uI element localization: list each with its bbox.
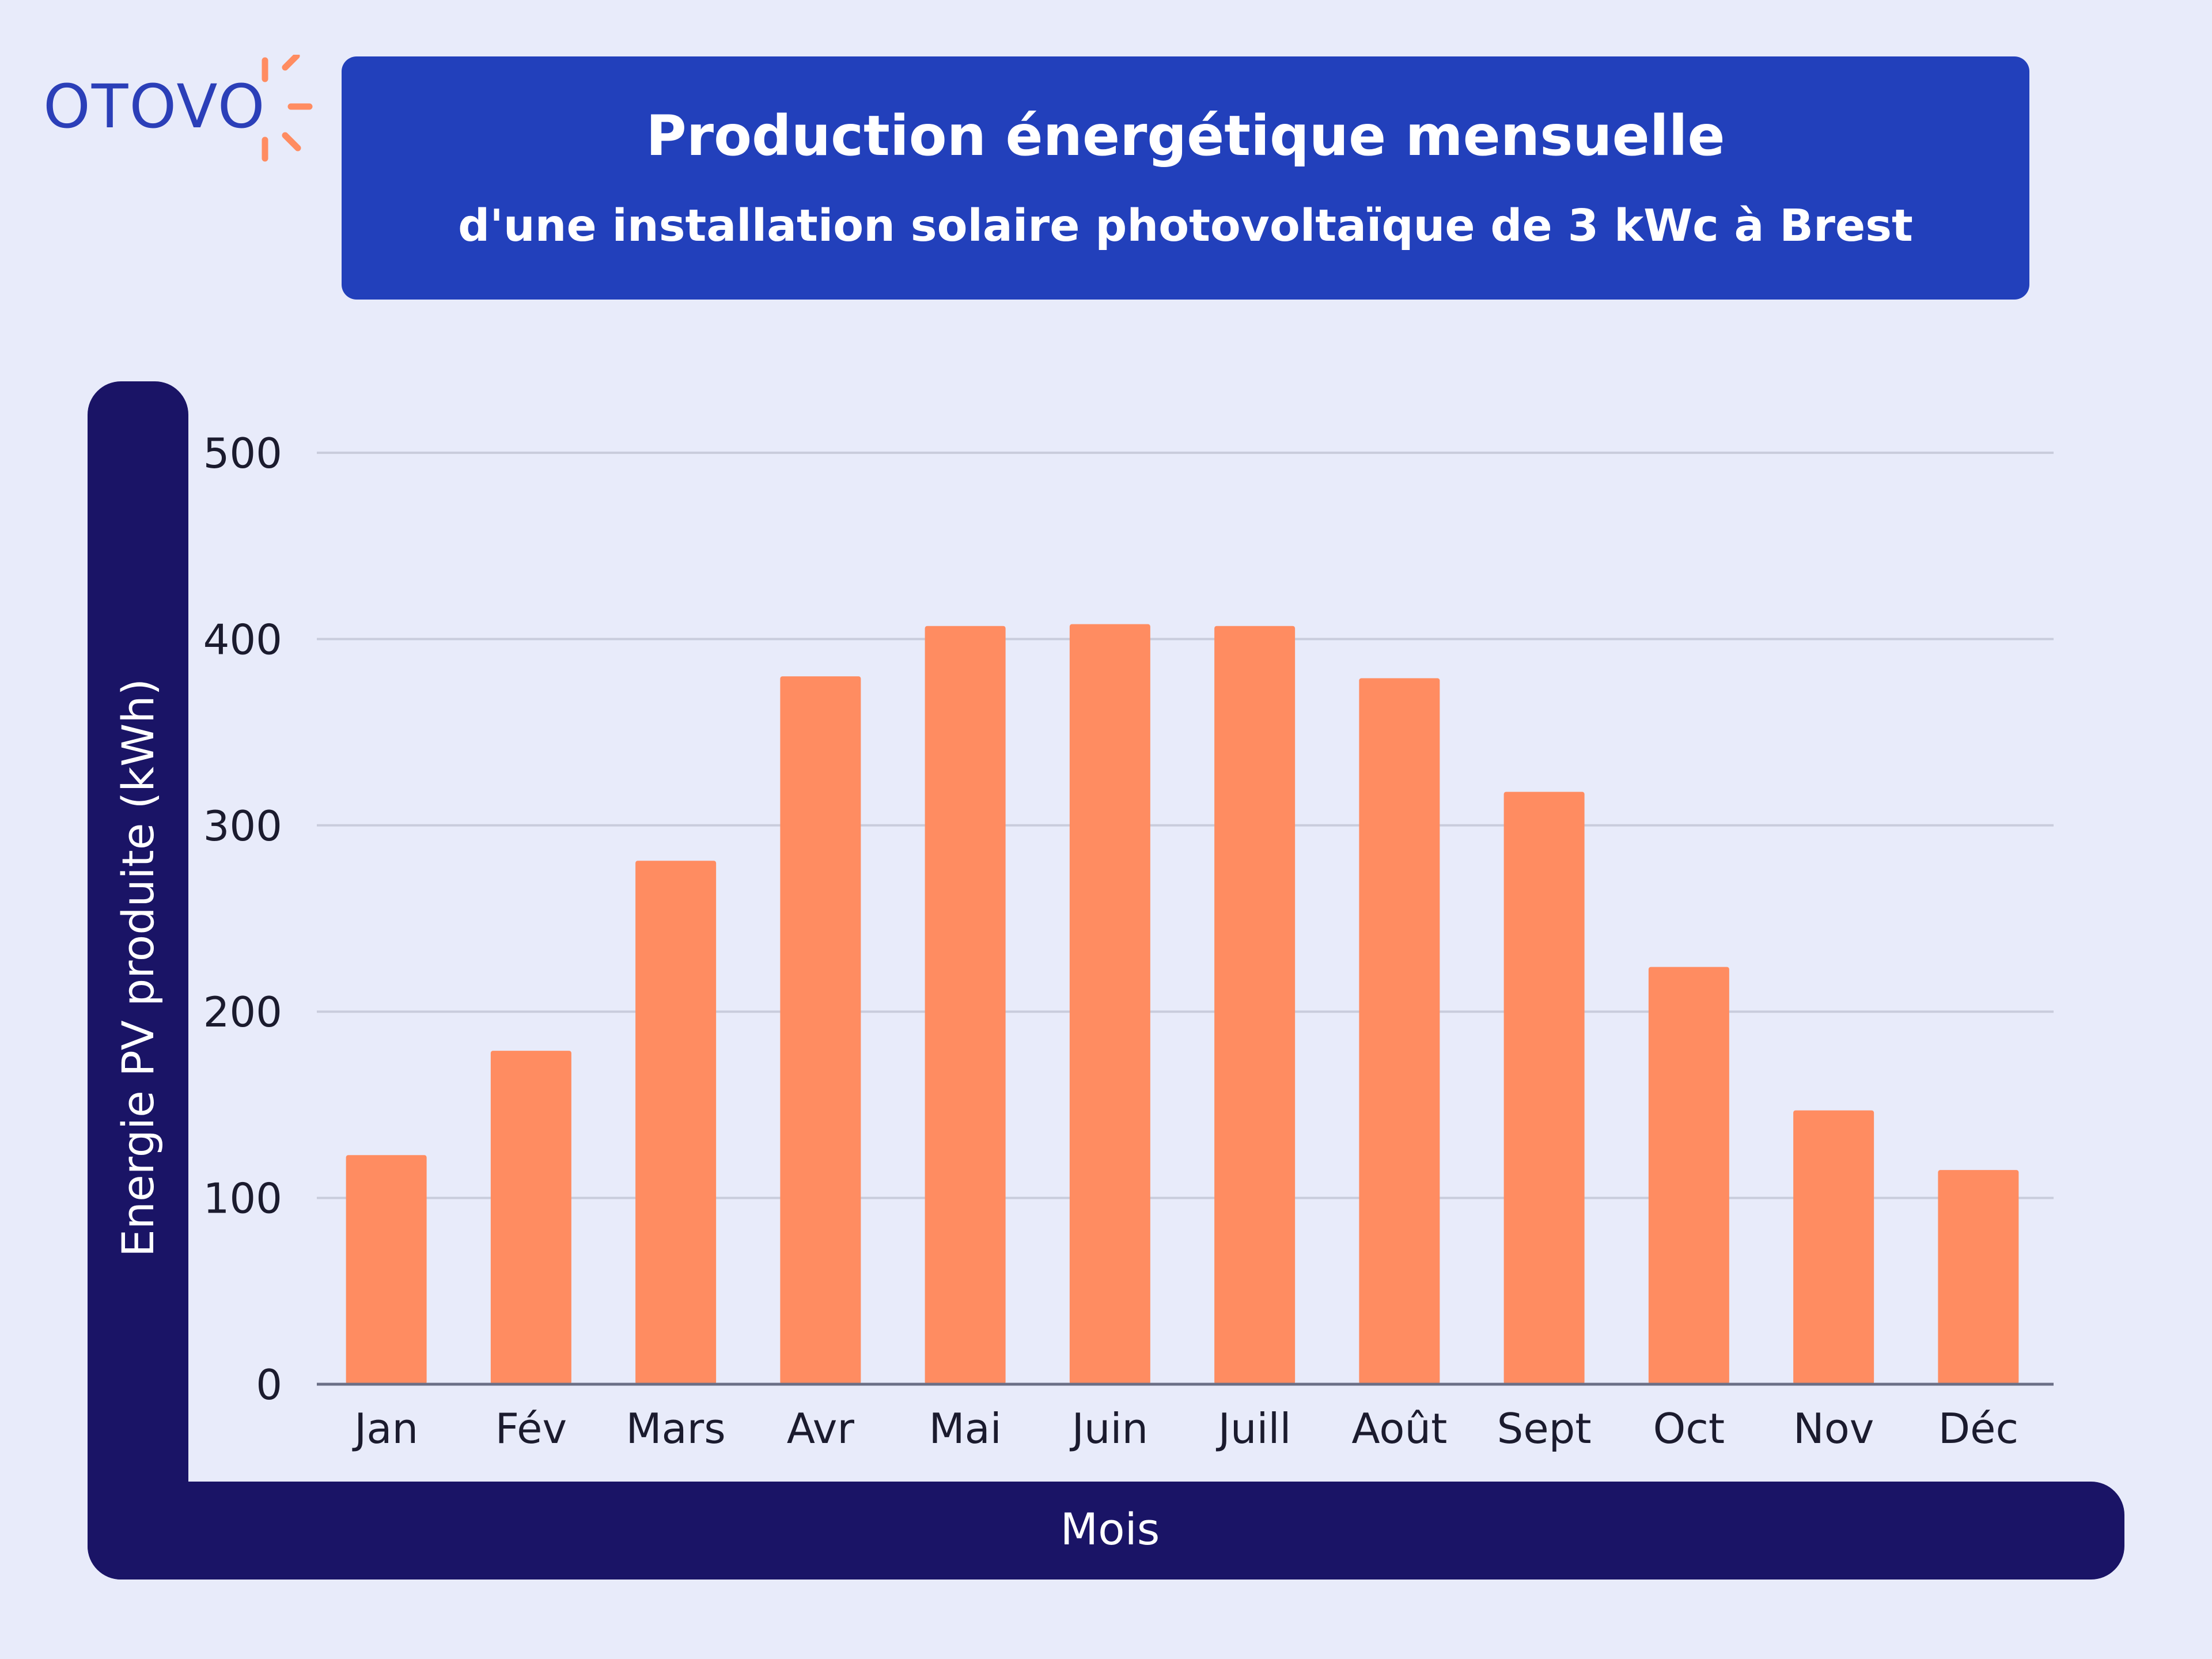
bar-Mai xyxy=(925,626,1006,1384)
bar-Avr xyxy=(780,676,861,1384)
x-tick-label: Fév xyxy=(495,1404,567,1453)
bar-Août xyxy=(1359,678,1440,1384)
y-tick-label: 500 xyxy=(203,429,282,478)
otovo-logo: OTOVO xyxy=(43,55,331,164)
bar-Sept xyxy=(1503,791,1585,1384)
bar-Juin xyxy=(1069,624,1150,1384)
x-tick-label: Avr xyxy=(787,1404,855,1453)
x-tick-label: Oct xyxy=(1653,1404,1725,1453)
bar-Jan xyxy=(346,1155,427,1384)
sun-rays-icon xyxy=(262,55,313,162)
y-axis-band xyxy=(88,381,188,1580)
y-tick-label: 200 xyxy=(203,988,282,1036)
x-axis-label: Mois xyxy=(1060,1503,1160,1555)
y-tick-label: 100 xyxy=(203,1175,282,1223)
chart-title: Production énergétique mensuelle xyxy=(646,104,1725,168)
bar-Mars xyxy=(635,861,717,1384)
x-tick-label: Sept xyxy=(1497,1404,1592,1453)
logo-wordmark: OTOVO xyxy=(43,71,266,142)
x-tick-label: Nov xyxy=(1793,1404,1874,1453)
y-tick-label: 400 xyxy=(203,615,282,664)
x-tick-label: Août xyxy=(1351,1404,1447,1453)
y-tick-label: 0 xyxy=(256,1361,282,1409)
bar-Juill xyxy=(1214,626,1296,1384)
y-tick-label: 300 xyxy=(203,802,282,850)
bar-Nov xyxy=(1793,1110,1874,1384)
x-tick-label: Juin xyxy=(1070,1404,1149,1453)
chart-subtitle: d'une installation solaire photovoltaïqu… xyxy=(458,200,1913,252)
x-tick-label: Mai xyxy=(929,1404,1002,1453)
bar-Fév xyxy=(490,1051,571,1384)
x-tick-label: Mars xyxy=(626,1404,725,1453)
x-tick-label: Déc xyxy=(1938,1404,2018,1453)
x-axis-band xyxy=(88,1482,2124,1580)
title-banner: Production énergétique mensuelle d'une i… xyxy=(342,56,2029,300)
x-tick-label: Juill xyxy=(1216,1404,1291,1453)
x-tick-label: Jan xyxy=(352,1404,418,1453)
bar-Déc xyxy=(1938,1170,2019,1384)
bar-Oct xyxy=(1648,967,1729,1384)
